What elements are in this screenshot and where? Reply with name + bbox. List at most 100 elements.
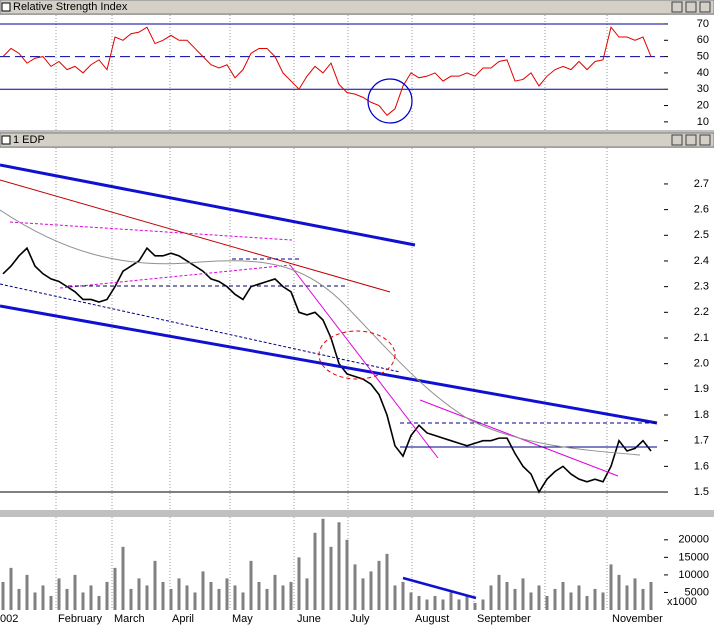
trend-line (0, 163, 416, 247)
x-tick-label: February (58, 613, 103, 625)
bar (273, 574, 277, 610)
x-tick-label: June (297, 613, 321, 625)
x-tick-label: April (172, 613, 194, 625)
title-bar (0, 0, 714, 15)
y-tick-label: 60 (697, 34, 709, 46)
bar (201, 571, 205, 610)
y-tick-label: 1.5 (694, 486, 709, 498)
bar (249, 560, 253, 610)
bar (233, 585, 237, 610)
price-plot (0, 148, 664, 510)
icon (1, 2, 11, 12)
bar (457, 599, 461, 610)
bar (281, 585, 285, 610)
y-tick-label: 2.3 (694, 281, 709, 293)
bar (137, 578, 141, 610)
bar (121, 546, 125, 610)
button[interactable] (685, 134, 697, 146)
bar (577, 585, 581, 610)
data-line (2, 246, 652, 494)
button[interactable] (671, 134, 683, 146)
y-tick-label: 1.6 (694, 460, 709, 472)
bar (449, 592, 453, 610)
bar (545, 595, 549, 610)
bar (633, 578, 637, 610)
y-tick-label: 2.4 (694, 255, 709, 267)
channel-line (0, 283, 401, 373)
x-tick-label: May (232, 613, 253, 625)
y-tick-label: 15000 (678, 551, 709, 563)
bar (505, 581, 509, 610)
button[interactable] (699, 1, 711, 13)
bar (385, 553, 389, 610)
y-tick-label: 2.6 (694, 204, 709, 216)
annotation-circle (367, 78, 413, 124)
y-tick-label: 40 (697, 67, 709, 79)
x-tick-label: July (350, 613, 370, 625)
panel-title: 1 EDP (13, 134, 45, 146)
button[interactable] (699, 134, 711, 146)
bar (257, 581, 261, 610)
bar (593, 588, 597, 610)
bar (65, 588, 69, 610)
bar (441, 599, 445, 610)
bar (433, 595, 437, 610)
y-tick-label: 50 (697, 51, 709, 63)
bar (329, 546, 333, 610)
trend-line (9, 221, 293, 241)
y-tick-label: 2.2 (694, 306, 709, 318)
bar (345, 539, 349, 610)
bar (49, 595, 53, 610)
bar (513, 588, 517, 610)
x-tick-label: September (477, 613, 531, 625)
y-tick-label: 10000 (678, 569, 709, 581)
bar (105, 581, 109, 610)
x-tick-label: March (114, 613, 145, 625)
y-tick-label: 20000 (678, 534, 709, 546)
bar (321, 518, 325, 610)
bar (313, 532, 317, 610)
bar (497, 574, 501, 610)
bar (529, 592, 533, 610)
marks: 70 60 50 40 30 20 10 2.7 2.6 2.5 2.4 2.3 2.2 2.1 2.0 1.… (0, 15, 709, 625)
y-tick-label: 70 (697, 18, 709, 30)
bar (553, 588, 557, 610)
bar (113, 567, 117, 610)
bar (641, 588, 645, 610)
panel-title: Relative Strength Index (13, 1, 128, 13)
bar (297, 557, 301, 610)
y-tick-label: 5000 (685, 586, 709, 598)
moving-average (0, 209, 641, 456)
bar (585, 595, 589, 610)
bar (145, 585, 149, 610)
bar (569, 592, 573, 610)
bar (473, 602, 477, 610)
bar (625, 585, 629, 610)
bar (393, 585, 397, 610)
y-tick-label: 2.1 (694, 332, 709, 344)
bar (81, 592, 85, 610)
y-tick-label: 10 (697, 116, 709, 128)
bar (57, 578, 61, 610)
bar (305, 578, 309, 610)
x-tick-label: August (415, 613, 449, 625)
bar (521, 578, 525, 610)
rsi-axis (664, 15, 714, 130)
bar (481, 599, 485, 610)
bar (217, 588, 221, 610)
bar (425, 599, 429, 610)
trend-line (289, 264, 439, 459)
bar (265, 588, 269, 610)
y-tick-label: 2.0 (694, 358, 709, 370)
bar (401, 581, 405, 610)
trend-line (59, 264, 291, 289)
bar (129, 588, 133, 610)
bar (377, 560, 381, 610)
bar (89, 585, 93, 610)
button[interactable] (685, 1, 697, 13)
bar (33, 592, 37, 610)
button[interactable] (671, 1, 683, 13)
bar (537, 585, 541, 610)
rsi-plot (0, 15, 664, 130)
